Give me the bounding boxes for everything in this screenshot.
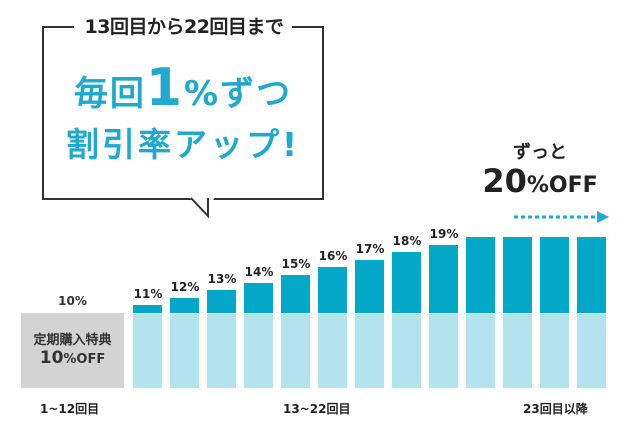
bar-increment [244,282,273,313]
bar-value-label: 14% [244,264,274,279]
bar-base [429,313,458,388]
bar-base [318,313,347,388]
bar-value-label: 17% [355,241,385,256]
base-box-number: 10 [39,348,64,368]
bar-increment [540,237,569,313]
bar: 11% [133,287,162,388]
base-box-suffix: %OFF [63,352,106,367]
bar-base [355,313,384,388]
bar-value-label: 11% [133,287,163,302]
bar-base [540,314,569,388]
bar-value-label: 13% [207,272,237,287]
bar-increment [170,297,199,313]
bar [466,237,495,388]
bar-increment [429,244,458,313]
bar-increment [466,237,495,313]
bar: 18% [392,234,421,388]
bar-base [466,314,495,388]
headline-post: %ずつ [184,74,293,114]
callout-headline-line2: 割引率アップ! [65,125,301,164]
bar: 19% [429,227,458,388]
bar: 17% [355,242,384,388]
bar-increment [392,252,421,313]
base-discount-box: 定期購入特典 10%OFF [21,313,124,388]
bar: 13% [207,272,236,388]
bubble-tail-icon [190,197,214,219]
axis-label-group3: 23回目以降 [523,402,588,416]
bar: 15% [281,257,310,388]
bar-base [503,314,532,388]
badge-number: 20 [482,162,527,200]
bar [540,237,569,388]
callout-bubble [42,26,324,200]
bar-increment [133,305,162,313]
bar [577,237,606,388]
bar-base [577,314,606,388]
bar: 14% [244,265,273,388]
bar-increment [207,290,236,313]
bar-increment [503,237,532,313]
bar [503,237,532,388]
headline-pre: 毎回 [73,74,146,114]
axis-label-group1: 1~12回目 [40,402,100,416]
base-box-value: 10%OFF [21,348,124,368]
bar-base [392,313,421,388]
bar-base [207,313,236,388]
bar-value-label: 18% [392,234,422,249]
bar-base [133,313,162,388]
bubble-border [42,26,74,28]
bar-base [281,314,310,388]
bar-value-label: 12% [170,279,200,294]
headline-number: 1 [145,58,185,118]
bar-increment [577,237,606,313]
bar-increment [318,267,347,313]
bubble-border [292,26,324,28]
bar: 16% [318,249,347,388]
bar-value-label: 15% [281,257,311,271]
bar: 12% [170,280,199,388]
bar-increment [355,259,384,313]
dotted-arrow-right-icon [514,211,609,223]
badge-top-text: ずっと [513,142,567,163]
base-value-label: 10% [58,294,87,308]
bar-increment [281,275,310,313]
axis-label-group2: 13~22回目 [283,402,351,416]
bar-base [244,313,273,388]
bar-value-label: 19% [429,226,459,241]
callout-header: 13回目から22回目まで [84,16,284,38]
badge-main: 20%OFF [470,162,610,200]
bar-base [170,313,199,388]
badge-suffix: %OFF [526,173,598,198]
callout-headline: 毎回1%ずつ [42,62,324,118]
base-box-title: 定期購入特典 [33,333,112,348]
bar-value-label: 16% [318,249,348,264]
